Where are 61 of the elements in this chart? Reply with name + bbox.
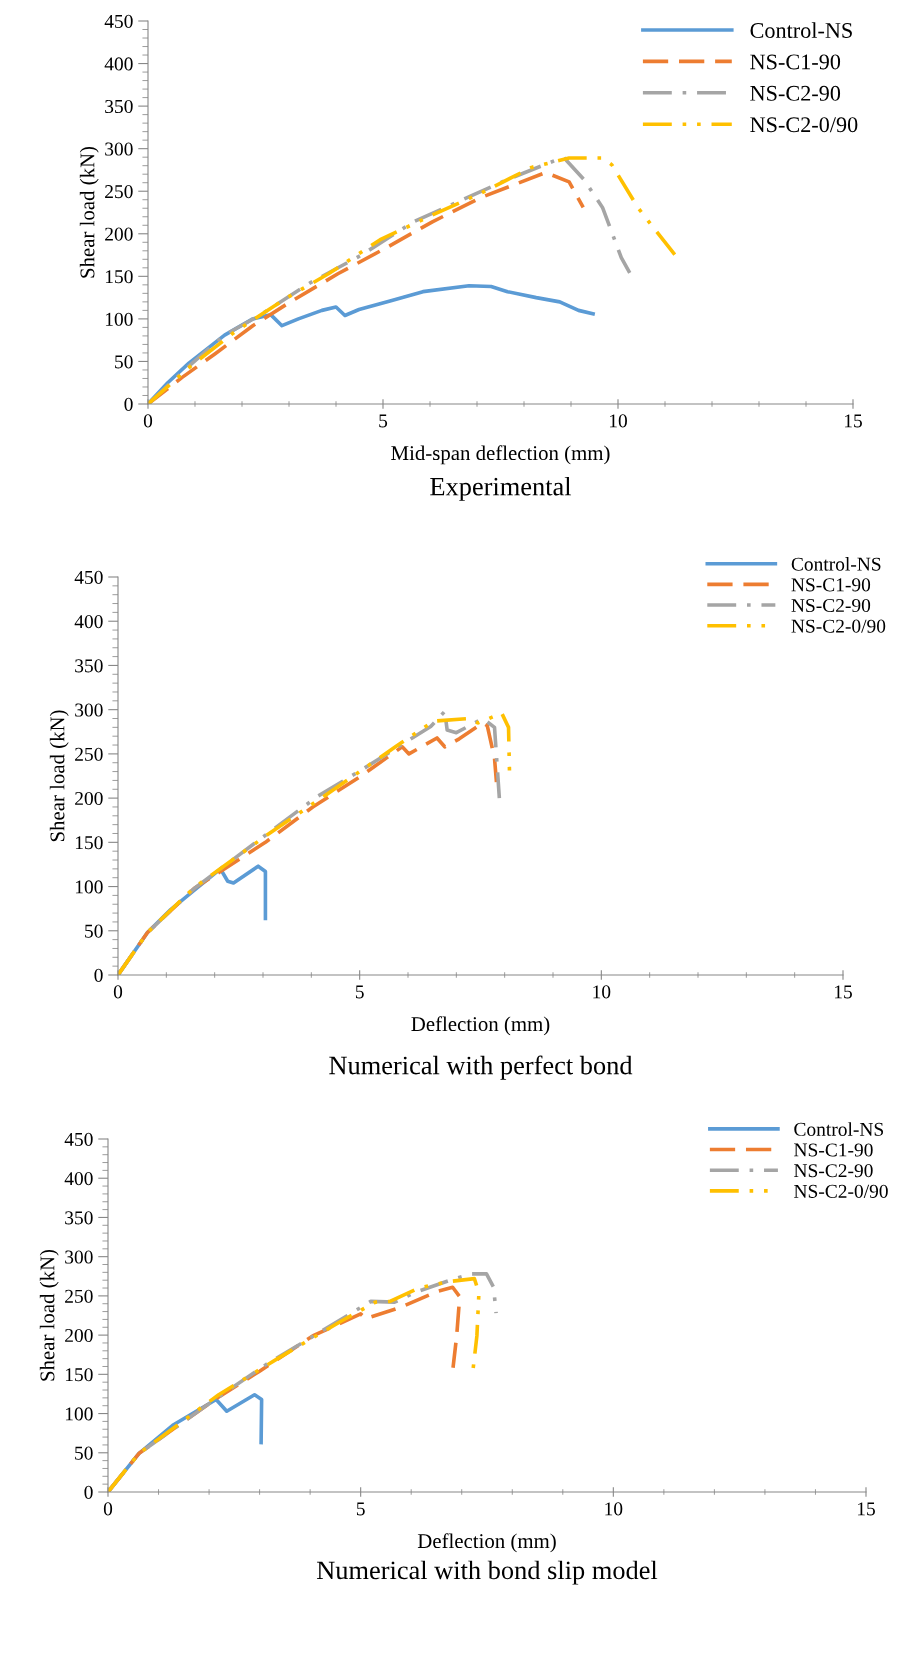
y-tick-label: 250 [105,185,133,199]
y-tick-label: 250 [65,1289,93,1303]
legend-label: NS-C1-90 [794,1143,873,1157]
y-tick-label: 350 [65,1211,93,1225]
y-tick-label: 100 [105,312,133,326]
y-tick-label: 50 [75,1446,93,1460]
y-tick-label: 200 [65,1328,93,1343]
x-axis-title: Deflection (mm) [411,1016,550,1036]
x-tick-label: 15 [834,985,852,999]
legend-label: NS-C1-90 [750,54,841,70]
y-tick-label: 350 [105,99,133,114]
x-tick-label: 10 [593,985,611,999]
text: Numerical with perfect bond [329,1055,633,1080]
y-tick-label: 450 [74,570,103,584]
legend-label: NS-C2-90 [791,598,871,613]
x-axis-title: Deflection (mm) [417,1533,556,1553]
y-tick-label: 0 [84,1485,93,1499]
y-tick-label: 400 [64,1172,93,1186]
legend-label: NS-C2-0/90 [750,117,858,133]
x-tick-label: 5 [355,985,364,999]
y-tick-label: 150 [105,270,133,284]
y-tick-label: 100 [75,880,103,894]
y-tick-label: 100 [65,1407,93,1421]
y-tick-label: 300 [75,703,103,717]
x-tick-label: 10 [609,414,627,428]
y-tick-label: 150 [65,1368,93,1382]
text: Experimental [430,476,572,501]
legend-label: NS-C2-0/90 [791,619,886,633]
y-tick-label: 400 [74,615,103,629]
y-tick-label: 50 [115,355,133,369]
text: Numerical with bond slip model [316,1560,658,1585]
y-tick-label: 350 [75,659,103,673]
y-tick-label: 200 [105,227,133,241]
y-axis-title: Shear load (kN) [49,710,69,842]
legend-label: NS-C2-0/90 [794,1184,888,1198]
x-tick-label: 10 [605,1502,623,1516]
x-tick-label: 5 [379,414,388,428]
x-axis-title: Mid-span deflection (mm) [391,445,610,465]
legend-label: NS-C2-90 [750,85,841,101]
legend-label: NS-C1-90 [791,578,871,592]
y-axis-title: Shear load (kN) [39,1249,59,1381]
y-tick-label: 50 [85,924,103,938]
y-tick-label: 0 [124,397,133,411]
x-tick-label: 15 [844,414,862,428]
y-tick-label: 450 [104,14,133,28]
y-tick-label: 400 [104,57,133,71]
y-axis-title: Shear load (kN) [79,146,99,278]
y-tick-label: 0 [94,968,103,982]
y-tick-label: 450 [64,1132,93,1146]
y-tick-label: 200 [75,791,103,806]
x-tick-label: 15 [857,1502,875,1516]
x-tick-label: 5 [356,1502,365,1516]
y-tick-label: 300 [105,142,133,156]
y-tick-label: 150 [75,836,103,850]
x-tick-label: 0 [143,414,153,428]
legend-label: NS-C2-90 [794,1164,873,1178]
legend-label: Control-NS [750,22,852,38]
y-tick-label: 250 [75,747,103,761]
legend-label: Control-NS [791,557,881,571]
legend-label: Control-NS [794,1122,884,1136]
y-tick-label: 300 [65,1250,93,1264]
